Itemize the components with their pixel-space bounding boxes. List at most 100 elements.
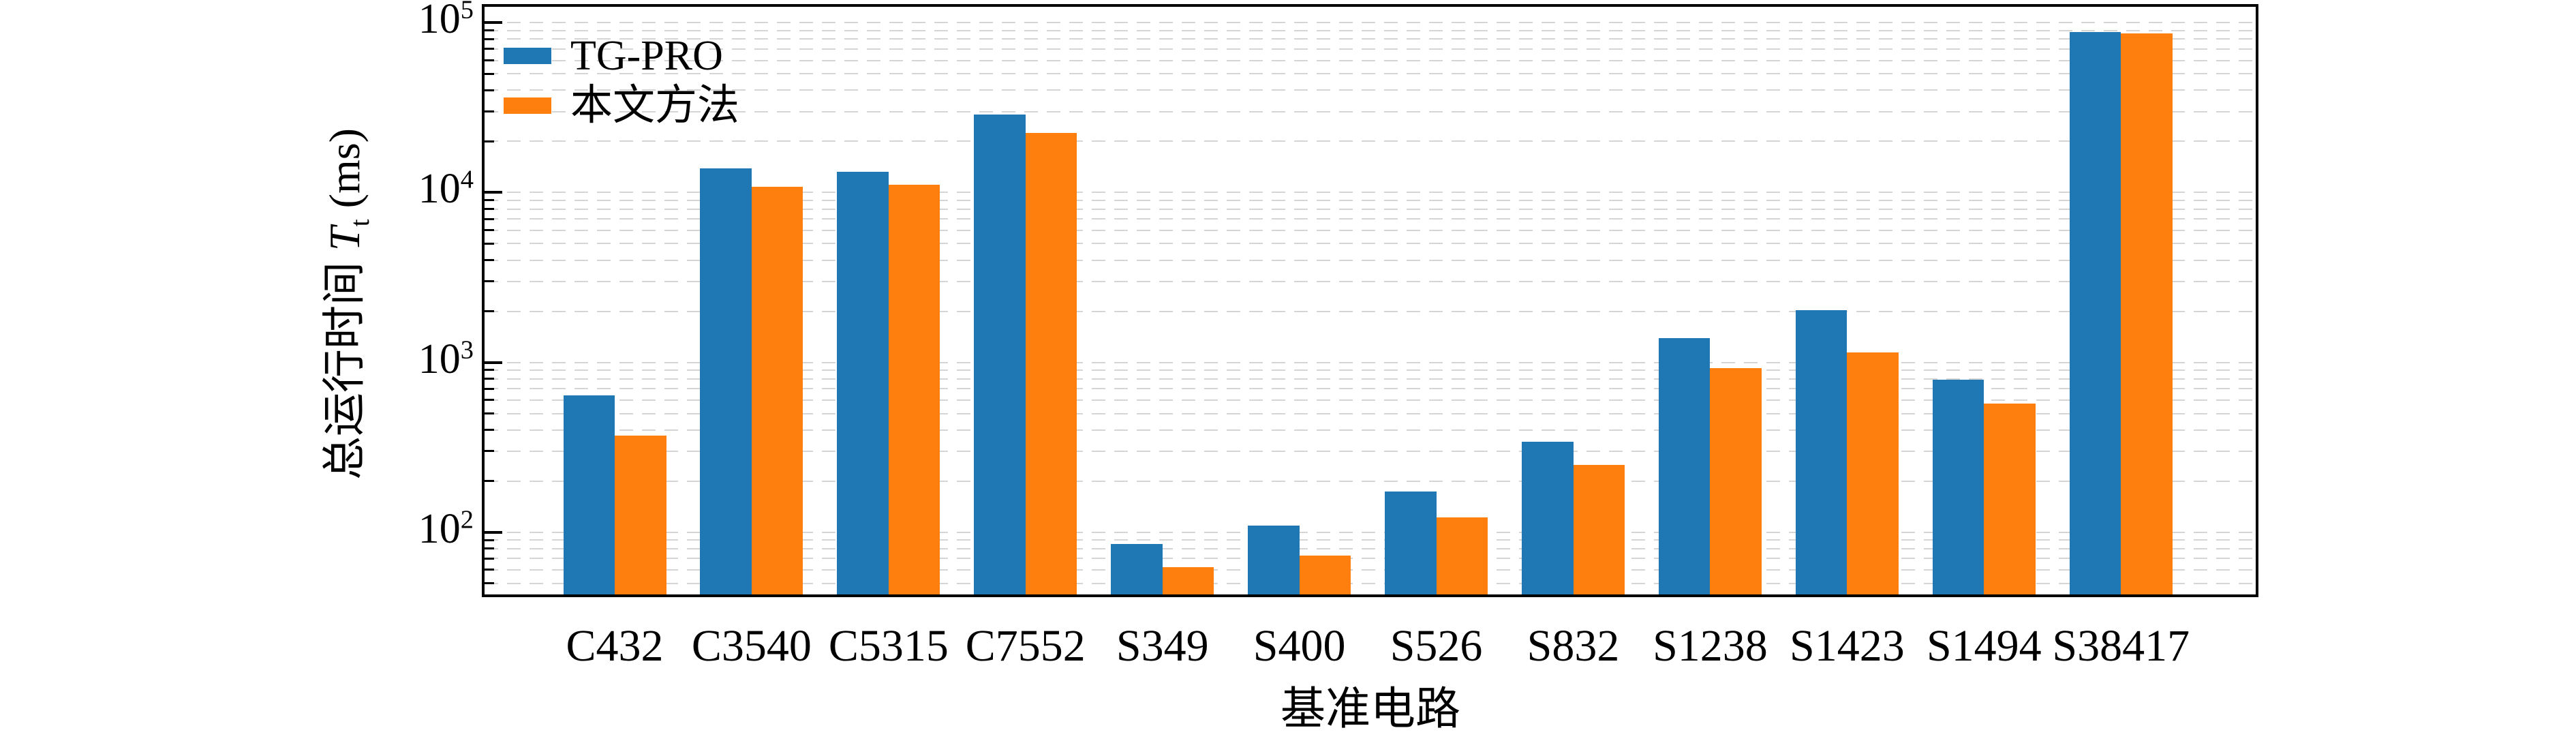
minor-gridline <box>485 280 2256 282</box>
y-axis-label-symbol: T <box>320 226 369 251</box>
bar-TG-PRO-C5315 <box>837 172 889 594</box>
y-tick-label-exponent: 2 <box>460 505 474 534</box>
minor-gridline <box>485 110 2256 112</box>
major-gridline <box>485 361 2256 363</box>
minor-gridline <box>485 378 2256 380</box>
y-tick-label-base: 10 <box>418 0 461 43</box>
x-axis-label: 基准电路 <box>1281 684 1460 734</box>
minor-tick <box>485 29 494 32</box>
x-tick-label-S1423: S1423 <box>1790 621 1905 671</box>
bar-本文方法-S38417 <box>2121 33 2173 594</box>
minor-tick <box>485 72 494 75</box>
major-tick <box>485 21 502 25</box>
minor-gridline <box>485 429 2256 431</box>
bar-TG-PRO-S349 <box>1111 544 1163 594</box>
bar-TG-PRO-S526 <box>1385 492 1437 594</box>
minor-tick <box>485 310 494 313</box>
y-tick-label-exponent: 4 <box>460 165 474 194</box>
minor-tick <box>485 378 494 380</box>
minor-tick <box>485 37 494 40</box>
major-gridline <box>485 22 2256 24</box>
bar-本文方法-C5315 <box>888 185 940 594</box>
minor-gridline <box>485 539 2256 541</box>
minor-tick <box>485 582 494 585</box>
minor-tick <box>485 480 494 483</box>
bar-TG-PRO-C3540 <box>700 168 752 594</box>
bar-TG-PRO-S1494 <box>1932 380 1984 594</box>
x-tick-label-S349: S349 <box>1116 621 1209 671</box>
minor-tick <box>485 217 494 220</box>
legend-item-tg-pro: TG-PRO <box>504 31 739 80</box>
minor-tick <box>485 199 494 202</box>
minor-tick <box>485 140 494 142</box>
legend: TG-PRO 本文方法 <box>504 31 739 130</box>
bar-本文方法-S400 <box>1299 555 1351 594</box>
minor-tick <box>485 89 494 91</box>
minor-tick <box>485 110 494 113</box>
y-tick-label-exponent: 3 <box>460 335 474 364</box>
x-tick-label-S1494: S1494 <box>1926 621 2042 671</box>
legend-swatch-tg-pro <box>504 47 551 64</box>
minor-tick <box>485 369 494 372</box>
minor-gridline <box>485 73 2256 75</box>
bar-TG-PRO-S400 <box>1248 526 1300 594</box>
bar-TG-PRO-S1423 <box>1795 310 1847 594</box>
minor-tick <box>485 259 494 262</box>
y-tick-label-exponent: 5 <box>460 0 474 25</box>
x-tick-label-S1238: S1238 <box>1653 621 1768 671</box>
minor-gridline <box>485 480 2256 482</box>
legend-item-proposed: 本文方法 <box>504 80 739 130</box>
minor-gridline <box>485 412 2256 414</box>
minor-tick <box>485 412 494 415</box>
minor-gridline <box>485 399 2256 401</box>
minor-gridline <box>485 140 2256 142</box>
y-tick-label-10e2: 102 <box>286 505 474 552</box>
minor-tick <box>485 208 494 211</box>
minor-gridline <box>485 388 2256 390</box>
bar-TG-PRO-C432 <box>563 395 615 594</box>
bar-本文方法-S1494 <box>1984 404 2036 594</box>
minor-tick <box>485 539 494 541</box>
y-tick-label-base: 10 <box>418 166 461 213</box>
minor-gridline <box>485 208 2256 210</box>
major-gridline <box>485 192 2256 194</box>
y-tick-label-base: 10 <box>418 335 461 382</box>
minor-tick <box>485 429 494 432</box>
major-tick <box>485 191 502 194</box>
minor-gridline <box>485 229 2256 231</box>
bar-本文方法-S832 <box>1573 465 1625 594</box>
x-tick-label-S400: S400 <box>1253 621 1346 671</box>
legend-label-tg-pro: TG-PRO <box>570 32 723 79</box>
x-tick-label-C5315: C5315 <box>828 621 949 671</box>
x-tick-label-S832: S832 <box>1527 621 1620 671</box>
legend-label-proposed: 本文方法 <box>570 82 740 129</box>
minor-gridline <box>485 569 2256 571</box>
bar-本文方法-S1423 <box>1847 352 1899 594</box>
minor-tick <box>485 229 494 232</box>
bar-本文方法-S526 <box>1436 517 1488 594</box>
minor-gridline <box>485 582 2256 584</box>
bar-TG-PRO-S38417 <box>2069 32 2121 594</box>
minor-tick <box>485 399 494 402</box>
minor-tick <box>485 450 494 453</box>
minor-gridline <box>485 259 2256 261</box>
y-axis-label-subscript: t <box>344 219 375 227</box>
minor-gridline <box>485 558 2256 560</box>
bar-TG-PRO-C7552 <box>974 114 1026 594</box>
major-gridline <box>485 531 2256 533</box>
minor-gridline <box>485 218 2256 220</box>
minor-gridline <box>485 450 2256 452</box>
y-tick-label-10e3: 103 <box>286 335 474 382</box>
bar-本文方法-C432 <box>615 436 666 594</box>
minor-tick <box>485 557 494 560</box>
bar-TG-PRO-S1238 <box>1658 337 1711 594</box>
major-tick <box>485 361 502 364</box>
minor-tick <box>485 48 494 50</box>
y-tick-label-10e5: 105 <box>286 0 474 40</box>
y-tick-label-base: 10 <box>418 505 461 552</box>
x-tick-label-C3540: C3540 <box>691 621 812 671</box>
minor-gridline <box>485 369 2256 371</box>
bar-本文方法-S1238 <box>1710 367 1762 594</box>
minor-gridline <box>485 59 2256 61</box>
minor-gridline <box>485 89 2256 91</box>
